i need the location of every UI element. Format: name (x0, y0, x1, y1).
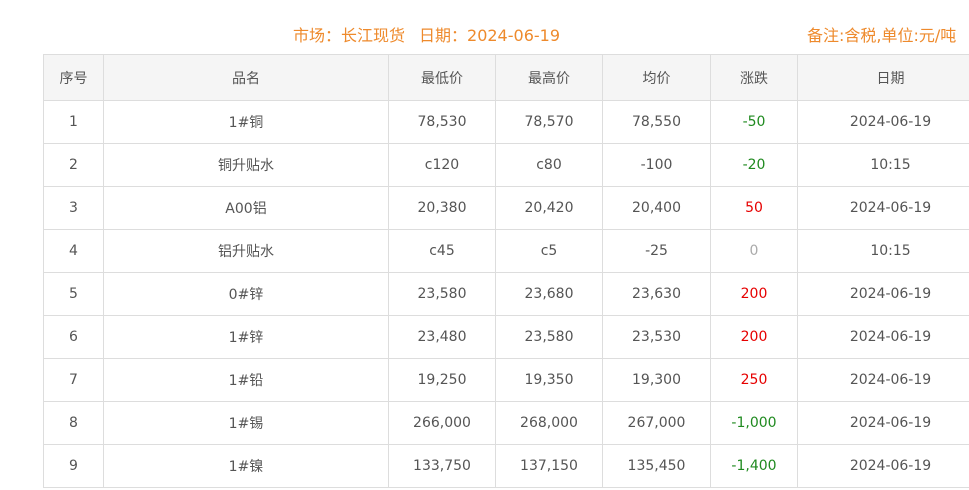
change-cell: -1,000 (710, 401, 798, 445)
table-cell: 8 (43, 401, 104, 445)
table-cell: 1#锌 (103, 315, 389, 359)
table-cell: 2024-06-19 (797, 444, 969, 488)
table-cell: 2024-06-19 (797, 315, 969, 359)
table-row: 8 1#锡 266,000 268,000 267,000 -1,000 2024-06-1… (43, 401, 969, 445)
table-cell: 266,000 (388, 401, 496, 445)
table-cell: 137,150 (495, 444, 603, 488)
column-header: 最高价 (495, 54, 603, 101)
change-cell: 200 (710, 315, 798, 359)
column-header: 均价 (602, 54, 711, 101)
table-cell: 7 (43, 358, 104, 402)
table-cell: 135,450 (602, 444, 711, 488)
change-cell: 200 (710, 272, 798, 316)
table-cell: 268,000 (495, 401, 603, 445)
table-cell: 23,630 (602, 272, 711, 316)
table-cell: 6 (43, 315, 104, 359)
change-cell: 250 (710, 358, 798, 402)
table-cell: 267,000 (602, 401, 711, 445)
unit-note: 备注:含税,单位:元/吨 (807, 26, 957, 45)
table-cell: 23,480 (388, 315, 496, 359)
table-cell: 2024-06-19 (797, 186, 969, 230)
table-cell: 1#镍 (103, 444, 389, 488)
table-cell: 23,580 (388, 272, 496, 316)
table-row: 6 1#锌 23,480 23,580 23,530 200 2024-06-19 (43, 315, 969, 359)
column-header: 最低价 (388, 54, 496, 101)
market-date-heading: 市场：长江现货 日期：2024-06-19 (293, 22, 574, 46)
table-cell: 5 (43, 272, 104, 316)
change-cell: 0 (710, 229, 798, 273)
table-cell: c5 (495, 229, 603, 273)
table-cell: -25 (602, 229, 711, 273)
change-cell: -1,400 (710, 444, 798, 488)
table-row: 7 1#铅 19,250 19,350 19,300 250 2024-06-19 (43, 358, 969, 402)
table-row: 5 0#锌 23,580 23,680 23,630 200 2024-06-19 (43, 272, 969, 316)
table-cell: -100 (602, 143, 711, 187)
table-cell: 3 (43, 186, 104, 230)
table-cell: 0#锌 (103, 272, 389, 316)
price-table: 序号 品名 最低价 最高价 均价 涨跌 日期 1 1#铜 78,530 78,570 78,550-… (43, 54, 969, 488)
table-cell: 133,750 (388, 444, 496, 488)
table-cell: 78,550 (602, 100, 711, 144)
column-header: 序号 (43, 54, 104, 101)
table-cell: 23,530 (602, 315, 711, 359)
change-cell: 50 (710, 186, 798, 230)
table-cell: 10:15 (797, 229, 969, 273)
table-cell: 23,580 (495, 315, 603, 359)
table-cell: 1#铅 (103, 358, 389, 402)
table-cell: 23,680 (495, 272, 603, 316)
table-cell: 20,380 (388, 186, 496, 230)
table-row: 3 A00铝 20,380 20,420 20,400 50 2024-06-19 (43, 186, 969, 230)
table-cell: 4 (43, 229, 104, 273)
table-cell: 2024-06-19 (797, 358, 969, 402)
date-label: 日期：2024-06-19 (419, 26, 561, 45)
column-header: 涨跌 (710, 54, 798, 101)
change-cell: -50 (710, 100, 798, 144)
table-cell: c45 (388, 229, 496, 273)
table-row: 9 1#镍 133,750 137,150 135,450 -1,400 2024-06-1… (43, 444, 969, 488)
market-label: 市场：长江现货 (293, 26, 406, 45)
table-header: 序号 品名 最低价 最高价 均价 涨跌 日期 (43, 54, 969, 101)
table-cell: 2024-06-19 (797, 272, 969, 316)
table-row: 2 铜升贴水 c120 c80 -100 -20 10:15 (43, 143, 969, 187)
table-cell: 19,350 (495, 358, 603, 402)
table-cell: 10:15 (797, 143, 969, 187)
table-cell: 19,250 (388, 358, 496, 402)
table-cell: c120 (388, 143, 496, 187)
column-header: 日期 (797, 54, 969, 101)
table-cell: 78,530 (388, 100, 496, 144)
table-cell: c80 (495, 143, 603, 187)
table-cell: 9 (43, 444, 104, 488)
table-cell: 铜升贴水 (103, 143, 389, 187)
table-cell: 78,570 (495, 100, 603, 144)
table-cell: 2024-06-19 (797, 100, 969, 144)
change-cell: -20 (710, 143, 798, 187)
table-cell: 2 (43, 143, 104, 187)
table-row: 4 铝升贴水 c45 c5 -25 0 10:15 (43, 229, 969, 273)
table-cell: 1#铜 (103, 100, 389, 144)
table-cell: 2024-06-19 (797, 401, 969, 445)
table-cell: 1#锡 (103, 401, 389, 445)
table-cell: A00铝 (103, 186, 389, 230)
table-cell: 20,400 (602, 186, 711, 230)
column-header: 品名 (103, 54, 389, 101)
table-cell: 铝升贴水 (103, 229, 389, 273)
table-cell: 1 (43, 100, 104, 144)
table-row: 1 1#铜 78,530 78,570 78,550 -50 2024-06-19 (43, 100, 969, 144)
table-cell: 20,420 (495, 186, 603, 230)
table-cell: 19,300 (602, 358, 711, 402)
